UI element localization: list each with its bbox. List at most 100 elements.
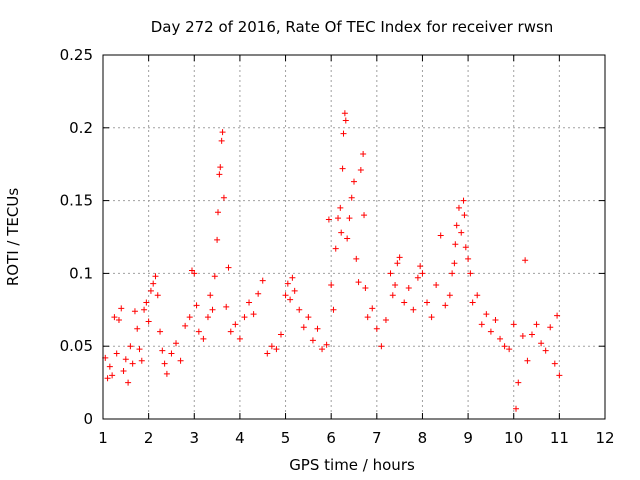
data-point: [323, 341, 330, 348]
data-point: [524, 357, 531, 364]
data-point: [417, 263, 424, 270]
data-point: [342, 117, 349, 124]
x-tick-label: 8: [418, 429, 428, 447]
x-axis-label: GPS time / hours: [289, 456, 415, 474]
data-point: [344, 235, 351, 242]
data-point: [227, 328, 234, 335]
data-point: [355, 279, 362, 286]
x-tick-label: 3: [189, 429, 199, 447]
data-point: [361, 212, 368, 219]
data-point: [136, 346, 143, 353]
data-point: [118, 305, 125, 312]
data-point: [173, 340, 180, 347]
data-point: [127, 343, 134, 350]
data-point: [340, 130, 347, 137]
y-axis-label: ROTI / TECUs: [4, 188, 22, 286]
data-point: [483, 311, 490, 318]
data-point: [542, 347, 549, 354]
data-point: [120, 367, 127, 374]
data-point: [528, 331, 535, 338]
data-point: [501, 343, 508, 350]
y-tick-label: 0: [83, 410, 93, 428]
data-point: [452, 241, 459, 248]
data-point: [474, 292, 481, 299]
y-tick-label: 0.15: [60, 192, 93, 210]
data-point: [442, 302, 449, 309]
data-point: [232, 321, 239, 328]
data-point: [551, 360, 558, 367]
data-point: [111, 314, 118, 321]
data-point: [284, 280, 291, 287]
data-point: [506, 346, 513, 353]
data-point: [223, 303, 230, 310]
data-point: [446, 292, 453, 299]
data-point: [218, 137, 225, 144]
data-point: [215, 209, 222, 216]
data-point: [373, 325, 380, 332]
x-tick-label: 11: [550, 429, 569, 447]
data-point: [161, 360, 168, 367]
data-point: [138, 357, 145, 364]
data-point: [147, 287, 154, 294]
data-point: [339, 165, 346, 172]
data-point: [113, 350, 120, 357]
data-point: [382, 316, 389, 323]
data-point: [305, 314, 312, 321]
data-point: [282, 292, 289, 299]
y-tick-label: 0.25: [60, 46, 93, 64]
data-point: [335, 215, 342, 222]
data-point: [519, 333, 526, 340]
data-point: [296, 306, 303, 313]
data-point: [419, 270, 426, 277]
data-point: [369, 305, 376, 312]
x-tick-label: 7: [372, 429, 382, 447]
data-point: [273, 346, 280, 353]
data-point: [453, 222, 460, 229]
data-point: [392, 282, 399, 289]
x-tick-label: 12: [595, 429, 614, 447]
x-tick-label: 4: [235, 429, 245, 447]
x-tick-label: 5: [281, 429, 291, 447]
data-point: [449, 270, 456, 277]
data-point: [225, 264, 232, 271]
data-point: [533, 321, 540, 328]
data-point: [360, 151, 367, 158]
data-point: [159, 347, 166, 354]
data-point: [362, 284, 369, 291]
data-point: [250, 311, 257, 318]
data-point: [346, 215, 353, 222]
data-point: [338, 229, 345, 236]
data-point: [341, 110, 348, 117]
data-point: [207, 292, 214, 299]
data-point: [538, 340, 545, 347]
data-point: [478, 321, 485, 328]
x-tick-label: 2: [144, 429, 154, 447]
data-point: [109, 372, 116, 379]
data-point: [510, 321, 517, 328]
data-point: [414, 274, 421, 281]
data-point: [332, 245, 339, 252]
data-point: [200, 335, 207, 342]
data-point: [314, 325, 321, 332]
data-point: [214, 236, 221, 243]
data-point: [191, 270, 198, 277]
data-point: [437, 232, 444, 239]
data-point: [330, 306, 337, 313]
data-point: [405, 284, 412, 291]
data-point: [465, 255, 472, 262]
y-tick-label: 0.1: [69, 264, 93, 282]
data-point: [451, 260, 458, 267]
data-point: [134, 325, 141, 332]
y-tick-label: 0.05: [60, 337, 93, 355]
data-point: [353, 255, 360, 262]
data-point: [157, 328, 164, 335]
data-point: [182, 322, 189, 329]
data-point: [309, 337, 316, 344]
data-point: [204, 314, 211, 321]
data-point: [337, 204, 344, 211]
data-point: [547, 324, 554, 331]
data-point: [515, 379, 522, 386]
data-point: [556, 372, 563, 379]
